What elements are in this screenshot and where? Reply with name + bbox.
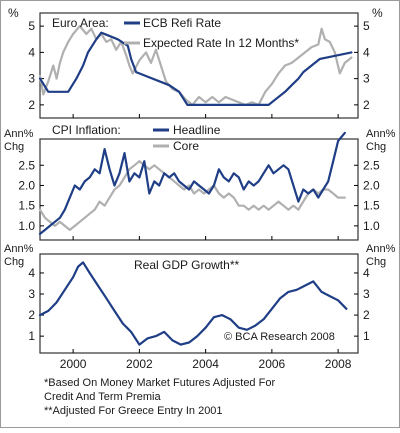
panel-3-ytick-label-left: 4 — [28, 266, 35, 280]
panel-1-series-line-1 — [38, 31, 353, 107]
panel-2-unit-right-1: Ann% — [366, 128, 396, 140]
panel-1-ytick-label-right: 5 — [363, 19, 370, 33]
panel-2-series-line-2 — [38, 160, 346, 231]
panel-1-ytick-label-left: 3 — [28, 72, 35, 86]
panel-2-ytick-label-left: 1.5 — [18, 199, 35, 213]
panel-1-ytick-label-left: 4 — [28, 45, 35, 59]
legend-label-core: Core — [173, 139, 199, 153]
footnote-2: Credit And Term Premia — [44, 391, 161, 403]
panel-2-unit-left-2: Chg — [4, 141, 24, 153]
panel-1-label: Euro Area: — [52, 16, 109, 30]
panel-1-ytick-label-right: 3 — [363, 72, 370, 86]
x-axis-label-2000: 2000 — [60, 357, 87, 371]
panel-3-unit-left-2: Chg — [4, 256, 24, 268]
panel-2-ytick-label-left: 2.5 — [18, 158, 35, 172]
panel-1-ytick-label-right: 4 — [363, 45, 370, 59]
panel-3-ytick-label-left: 2 — [28, 308, 35, 322]
x-axis-label-2006: 2006 — [259, 357, 286, 371]
panel-1-ytick-label-right: 2 — [363, 98, 370, 112]
legend-label-ecb: ECB Refi Rate — [143, 16, 221, 30]
panel-3-ytick-label-right: 3 — [363, 287, 370, 301]
panel-3-ytick-label-right: 1 — [363, 329, 370, 343]
panel-3-series-line-1 — [38, 261, 348, 346]
panel-2-ytick-label-left: 1.0 — [18, 219, 35, 233]
panel-2-ytick-label-right: 1.5 — [363, 199, 380, 213]
panel-2-ytick-label-right: 2.0 — [363, 178, 380, 192]
panel-3-ytick-label-right: 4 — [363, 266, 370, 280]
panel-3-unit-left-1: Ann% — [4, 243, 34, 255]
footnote-3: **Adjusted For Greece Entry In 2001 — [44, 405, 223, 417]
x-axis-label-2008: 2008 — [325, 357, 352, 371]
panel-3-ytick-label-left: 3 — [28, 287, 35, 301]
panel-1-ytick-label-left: 5 — [28, 19, 35, 33]
panel-3-unit-right-1: Ann% — [366, 243, 396, 255]
panel-2-unit-left-1: Ann% — [4, 128, 34, 140]
footnote-1: *Based On Money Market Futures Adjusted … — [44, 377, 276, 389]
panel-1-unit-left: % — [8, 6, 19, 20]
panel-2-series-line-1 — [38, 131, 346, 235]
panel-1-unit-right: % — [372, 6, 383, 20]
panel-2-ytick-label-left: 2.0 — [18, 178, 35, 192]
panel-2-ytick-label-right: 1.0 — [363, 219, 380, 233]
gdp-annotation: Real GDP Growth** — [134, 258, 239, 272]
panel-1-ytick-label-left: 2 — [28, 98, 35, 112]
x-axis-label-2002: 2002 — [126, 357, 153, 371]
panel-3-unit-right-2: Chg — [366, 256, 386, 268]
panel-2-label: CPI Inflation: — [52, 123, 121, 137]
panel-3-ytick-label-right: 2 — [363, 308, 370, 322]
panel-2-unit-right-2: Chg — [366, 141, 386, 153]
panel-3-box — [39, 253, 359, 354]
legend-label-headline: Headline — [173, 123, 221, 137]
panel-3-ytick-label-left: 1 — [28, 329, 35, 343]
x-axis-label-2004: 2004 — [192, 357, 219, 371]
legend-label-expected: Expected Rate In 12 Months* — [143, 36, 299, 50]
panel-2-ytick-label-right: 2.5 — [363, 158, 380, 172]
source-label: © BCA Research 2008 — [224, 331, 335, 343]
